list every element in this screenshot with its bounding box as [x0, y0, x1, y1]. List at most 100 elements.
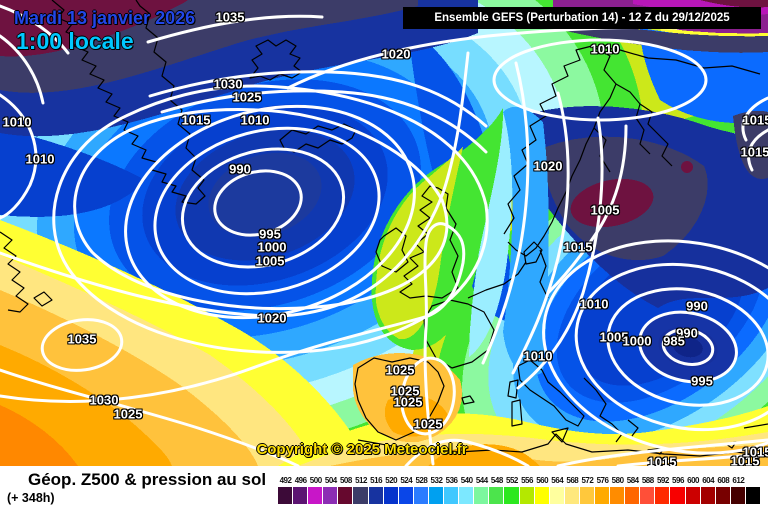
isobar-label: 1030 [213, 76, 243, 92]
scale-color-swatch [338, 487, 353, 504]
scale-color-swatch [504, 487, 519, 504]
scale-tick-label: 540 [460, 476, 473, 485]
isobar-label: 1005 [590, 202, 620, 218]
isobar-label: 1000 [622, 333, 652, 349]
isobar-label: 1020 [257, 310, 287, 326]
scale-tick-label: 532 [430, 476, 443, 485]
scale-color-swatch [519, 487, 534, 504]
isobar-label: 1015 [742, 444, 768, 460]
scale-tick-label: 580 [611, 476, 624, 485]
scale-color-swatch [459, 487, 474, 504]
isobar-label: 1010 [590, 41, 620, 57]
scale-tick-label: 508 [339, 476, 352, 485]
isobar-label: 1025 [393, 394, 423, 410]
isobar-label: 1025 [232, 89, 262, 105]
scale-tick-label: 608 [717, 476, 730, 485]
isobar-label: 1035 [215, 9, 245, 25]
scale-tick-label: 520 [385, 476, 398, 485]
scale-color-swatch [383, 487, 398, 504]
scale-tick-label: 572 [581, 476, 594, 485]
scale-tick-label: 496 [294, 476, 307, 485]
forecast-time-label: 1:00 locale [16, 28, 134, 54]
scale-tick-label: 596 [672, 476, 684, 485]
scale-tick-label: 552 [506, 476, 518, 485]
isobar-label: 990 [229, 161, 251, 177]
weather-map: 1035 1030 1025 1015 1010 990 995 1000 1005 1010 10… [0, 0, 768, 466]
scale-color-swatch [655, 487, 670, 504]
isobar-label: 1020 [381, 46, 411, 62]
isobar-label: 990 [676, 325, 698, 341]
scale-color-swatch [293, 487, 308, 504]
scale-color-swatch [610, 487, 625, 504]
isobar-label: 1010 [25, 151, 55, 167]
isobar-label: 1025 [413, 416, 443, 432]
scale-color-swatch [308, 487, 323, 504]
scale-tick-label: 544 [475, 476, 488, 485]
scale-color-swatch [549, 487, 564, 504]
scale-tick-label: 588 [641, 476, 654, 485]
isobar-label: 990 [686, 298, 708, 314]
isobar-label: 1030 [89, 392, 119, 408]
scale-color-swatch [564, 487, 579, 504]
scale-tick-label: 576 [596, 476, 609, 485]
scale-color-swatch [730, 487, 745, 504]
scale-tick-label: 556 [521, 476, 533, 485]
scale-color-swatch [579, 487, 594, 504]
scale-color-swatch [444, 487, 459, 504]
model-run-banner: Ensemble GEFS (Perturbation 14) - 12 Z d… [403, 7, 761, 29]
scale-color-swatch [428, 487, 444, 504]
scale-color-swatch [670, 487, 685, 504]
scale-color-swatch [685, 487, 700, 504]
scale-color-swatch [594, 487, 610, 504]
scale-color-swatch [474, 487, 489, 504]
isobar-label: 995 [259, 226, 281, 242]
scale-color-swatch [368, 487, 383, 504]
isobar-label: 995 [691, 373, 713, 389]
isobar-labels-layer: 1035 1030 1025 1015 1010 990 995 1000 1005 1010 10… [2, 9, 768, 467]
copyright-watermark: Copyright © 2025 Meteociel.fr [256, 441, 468, 458]
legend-bar: Géop. Z500 & pression au sol (+ 348h) 49… [0, 466, 768, 512]
scale-tick-label: 560 [536, 476, 549, 485]
scale-color-swatch [745, 487, 760, 504]
scale-color-swatch [398, 487, 413, 504]
legend-title: Géop. Z500 & pression au sol [28, 470, 267, 489]
isobar-label: 1015 [563, 239, 593, 255]
scale-tick-label: 568 [566, 476, 579, 485]
scale-tick-label: 612 [732, 476, 745, 485]
isobar-label: 1015 [730, 453, 760, 467]
scale-color-swatch [489, 487, 504, 504]
geopotential-field [0, 0, 768, 466]
isobar-label: 1010 [579, 296, 609, 312]
scale-tick-label: 524 [400, 476, 413, 485]
isobar-label: 1010 [523, 348, 553, 364]
isobar-contours [0, 4, 768, 466]
scale-tick-label: 500 [309, 476, 322, 485]
isobar-label: 985 [663, 333, 685, 349]
scale-color-swatch [715, 487, 730, 504]
color-scale-ticks: 492 496 500 504 508 512 516 520 524 528 532 536 540 5… [278, 476, 746, 485]
forecast-lead-time: (+ 348h) [7, 491, 55, 505]
isobar-label: 1005 [255, 253, 285, 269]
scale-tick-label: 492 [279, 476, 292, 485]
isobar-label: 1025 [390, 383, 420, 399]
forecast-date-label: Mardi 13 janvier 2026 [14, 8, 196, 28]
isobar-label: 1025 [385, 362, 415, 378]
scale-tick-label: 516 [370, 476, 383, 485]
scale-tick-label: 592 [656, 476, 669, 485]
isobar-label: 1015 [181, 112, 211, 128]
scale-color-swatch [278, 487, 293, 504]
isobar-label: 1010 [2, 114, 32, 130]
scale-color-swatch [534, 487, 549, 504]
scale-tick-label: 528 [415, 476, 428, 485]
scale-tick-label: 512 [355, 476, 367, 485]
isobar-label: 1020 [533, 158, 563, 174]
scale-tick-label: 536 [445, 476, 458, 485]
isobar-label: 1015 [742, 112, 768, 128]
scale-tick-label: 600 [687, 476, 699, 485]
scale-color-swatch [323, 487, 338, 504]
isobar-label: 1035 [67, 331, 97, 347]
isobar-label: 1015 [740, 144, 768, 160]
isobar-label: 1000 [257, 239, 287, 255]
isobar-label: 1005 [599, 329, 629, 345]
coastlines [0, 0, 768, 457]
